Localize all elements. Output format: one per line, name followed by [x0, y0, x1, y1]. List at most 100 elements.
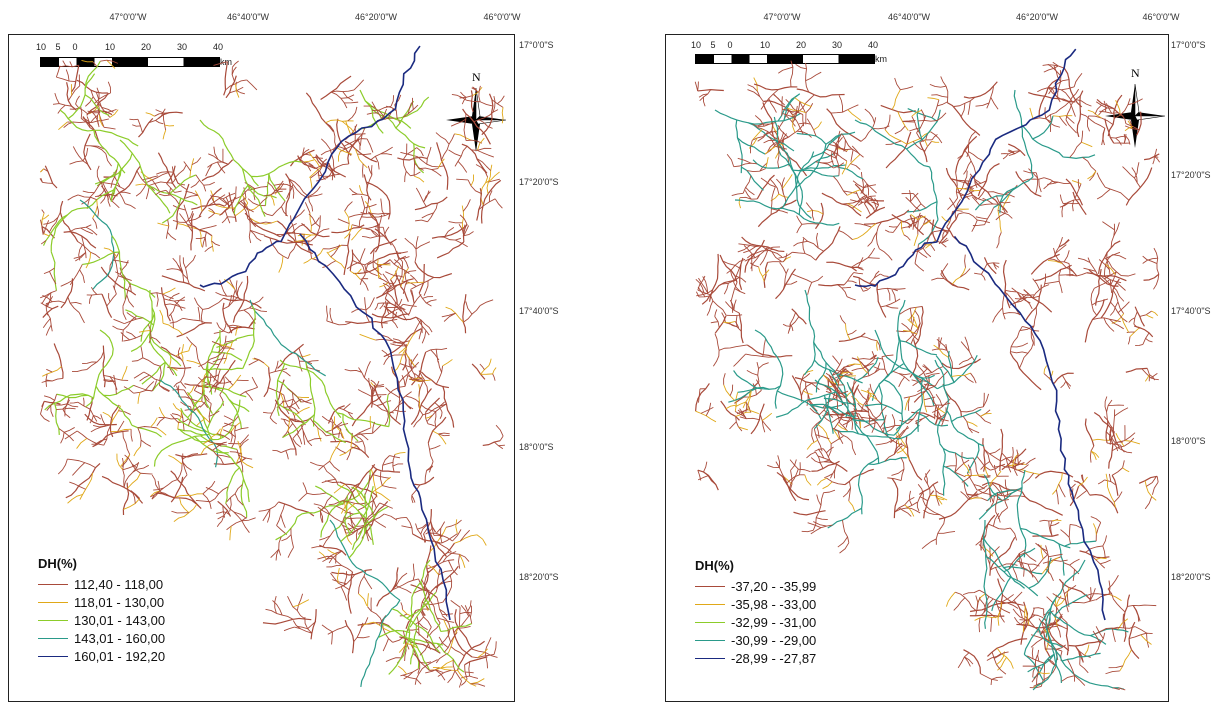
stream-segment: [1149, 374, 1156, 381]
stream-segment: [186, 336, 197, 348]
stream-segment: [945, 343, 953, 369]
stream-segment: [735, 315, 738, 327]
stream-segment: [122, 275, 156, 298]
stream-segment: [835, 144, 839, 159]
stream-segment: [44, 165, 58, 189]
stream-segment: [871, 350, 876, 359]
stream-segment: [344, 101, 359, 104]
stream-segment: [216, 454, 231, 458]
stream-segment: [790, 60, 794, 87]
stream-segment: [203, 181, 215, 186]
stream-segment: [851, 266, 863, 269]
stream-segment: [325, 122, 337, 148]
stream-segment: [739, 196, 758, 200]
stream-segment: [322, 557, 333, 563]
stream-segment: [282, 414, 315, 439]
stream-segment: [794, 97, 812, 108]
stream-segment: [423, 533, 427, 543]
stream-segment: [331, 422, 337, 442]
stream-segment: [900, 340, 937, 356]
stream-segment: [1010, 351, 1029, 354]
stream-segment: [922, 393, 928, 413]
stream-segment: [911, 372, 935, 407]
stream-segment: [428, 596, 441, 624]
stream-segment: [373, 474, 391, 479]
stream-segment: [767, 135, 776, 146]
stream-segment: [249, 217, 278, 225]
stream-segment: [780, 154, 804, 215]
stream-segment: [216, 334, 254, 349]
stream-segment: [354, 485, 364, 501]
stream-segment: [892, 370, 910, 382]
stream-segment: [179, 255, 185, 283]
stream-segment: [268, 173, 286, 202]
stream-segment: [801, 373, 811, 380]
stream-segment: [344, 201, 353, 212]
stream-segment: [968, 151, 983, 161]
stream-segment: [136, 170, 155, 191]
stream-segment: [224, 376, 234, 386]
stream-segment: [426, 464, 433, 471]
stream-segment: [734, 258, 746, 266]
stream-segment: [931, 219, 937, 241]
stream-segment: [1127, 336, 1131, 345]
stream-segment: [150, 292, 174, 300]
stream-segment: [776, 471, 797, 502]
stream-segment: [229, 526, 232, 541]
stream-segment: [215, 352, 225, 371]
scale-label: 10: [104, 42, 116, 52]
stream-segment: [84, 145, 107, 155]
stream-segment: [435, 568, 441, 593]
stream-segment: [922, 230, 933, 249]
stream-segment: [919, 496, 928, 501]
stream-segment: [211, 235, 214, 252]
stream-segment: [853, 272, 863, 275]
scale-label: 40: [212, 42, 224, 52]
stream-segment: [226, 517, 247, 531]
stream-segment: [1028, 557, 1052, 589]
stream-segment: [429, 669, 444, 673]
stream-segment: [826, 148, 848, 162]
stream-segment: [96, 115, 99, 125]
stream-segment: [331, 631, 333, 645]
stream-segment: [1002, 153, 1009, 160]
stream-segment: [830, 151, 834, 166]
stream-segment: [771, 208, 788, 214]
stream-segment: [983, 257, 997, 275]
stream-segment: [76, 430, 98, 445]
stream-segment: [418, 622, 428, 631]
stream-segment: [43, 395, 55, 401]
stream-segment: [1049, 610, 1107, 645]
stream-segment: [298, 492, 308, 502]
stream-segment: [332, 163, 349, 171]
stream-segment: [1028, 92, 1076, 103]
stream-segment: [384, 285, 388, 293]
stream-segment: [122, 431, 131, 455]
stream-segment: [1069, 558, 1080, 566]
stream-segment: [797, 130, 812, 138]
stream-segment: [90, 145, 105, 150]
stream-segment: [352, 260, 365, 266]
stream-segment: [1064, 540, 1097, 547]
stream-segment: [55, 65, 61, 78]
stream-segment: [1103, 416, 1114, 430]
stream-segment: [777, 124, 789, 138]
stream-segment: [879, 248, 893, 261]
scale-label: 0: [72, 42, 78, 52]
stream-segment: [960, 190, 975, 197]
stream-segment: [384, 226, 390, 235]
stream-segment: [458, 607, 461, 627]
stream-segment: [112, 325, 124, 331]
stream-segment: [235, 280, 239, 299]
stream-segment: [1108, 665, 1124, 669]
stream-segment: [392, 463, 404, 467]
stream-segment: [850, 163, 861, 170]
stream-segment: [969, 173, 982, 184]
stream-segment: [802, 238, 806, 254]
stream-segment: [287, 431, 297, 456]
stream-segment: [916, 132, 925, 142]
legend-swatch: [695, 639, 725, 641]
stream-segment: [1072, 599, 1096, 604]
stream-segment: [864, 358, 876, 368]
stream-segment: [414, 664, 428, 685]
